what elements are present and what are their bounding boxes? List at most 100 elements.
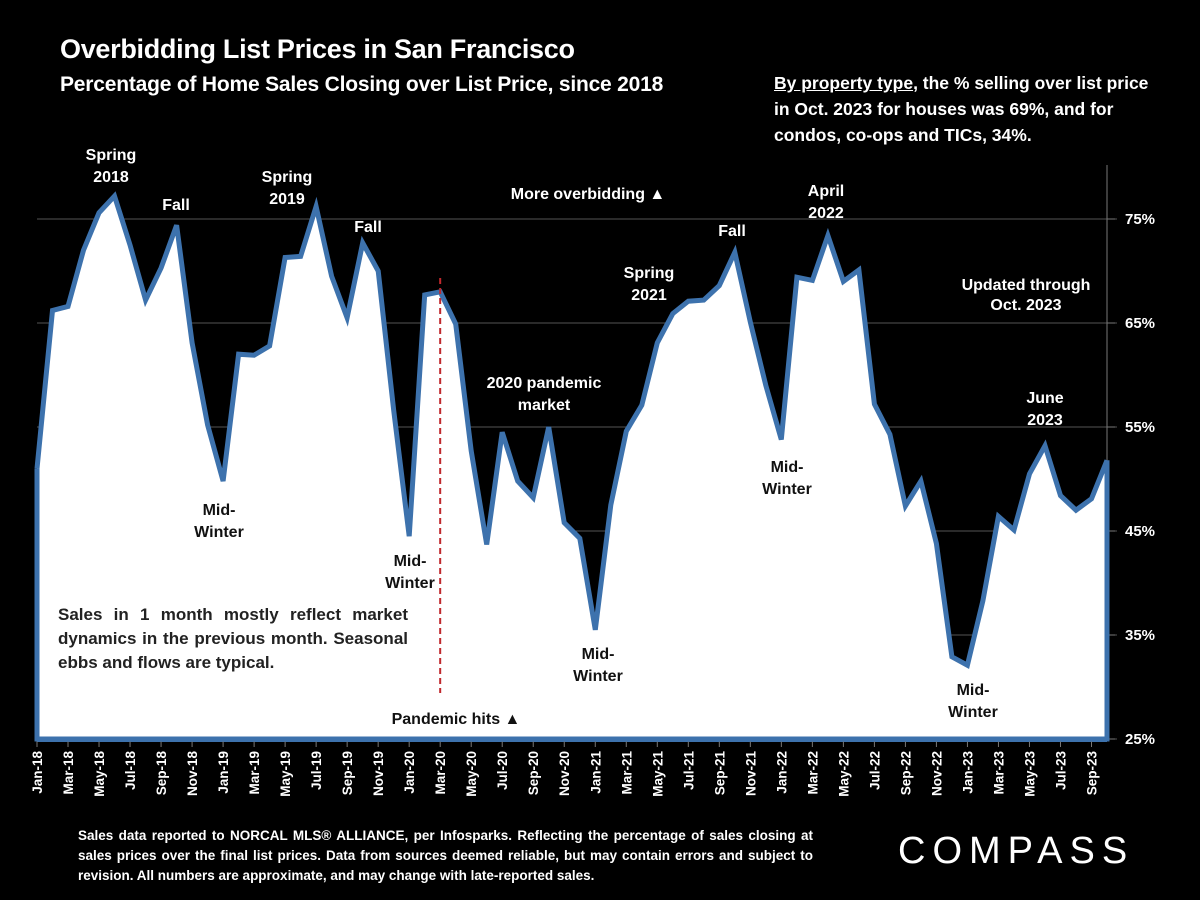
x-tick-label: Jan-23 <box>960 751 975 794</box>
area-fill <box>37 196 1107 740</box>
property-type-note-text: , the % selling over list price in Oct. … <box>774 73 1149 145</box>
annotation-label: Mid- Winter <box>194 502 244 541</box>
annotation-label: Mid- Winter <box>573 646 623 685</box>
annotation-line: Updated through <box>962 277 1091 294</box>
x-tick-label: Jul-21 <box>681 751 696 791</box>
annotation-label: Mid- Winter <box>385 553 435 592</box>
x-tick-label: May-23 <box>1022 751 1037 797</box>
series-line <box>34 191 1110 669</box>
annotation-label: Mid- Winter <box>948 682 998 721</box>
seasonal-note: Sales in 1 month mostly reflect market d… <box>58 605 408 672</box>
y-tick-label: 45% <box>1125 523 1155 540</box>
y-axis: 25% 35% 45% 55% 65% 75% <box>1106 165 1155 748</box>
property-type-note: By property type, the % selling over lis… <box>774 70 1154 148</box>
annotation-label: More overbidding ▲ <box>511 186 666 203</box>
annotation-line: Spring <box>86 147 137 164</box>
annotation-line: June <box>1026 390 1063 407</box>
x-tick-label: May-19 <box>278 751 293 797</box>
x-tick-label: Jan-18 <box>30 751 45 794</box>
y-tick-label: 75% <box>1125 211 1155 228</box>
annotation-line: Mid- <box>582 646 615 663</box>
x-tick-label: Mar-19 <box>247 751 262 795</box>
annotation-label: Updated through Oct. 2023 <box>962 277 1091 314</box>
x-tick-label: Jul-18 <box>123 751 138 791</box>
x-tick-label: Mar-18 <box>61 751 76 795</box>
annotation-line: Winter <box>762 481 812 498</box>
x-tick-label: Jul-20 <box>495 751 510 790</box>
annotation-label: Spring 2018 <box>86 147 137 186</box>
annotation-line: Fall <box>162 197 190 214</box>
y-tick-label: 65% <box>1125 315 1155 332</box>
data-points <box>36 196 1108 666</box>
annotation-line: Mid- <box>771 459 804 476</box>
annotation-line: Fall <box>718 223 746 240</box>
annotation-line: 2018 <box>93 169 129 186</box>
x-tick-label: Sep-22 <box>898 751 913 795</box>
y-tick-label: 35% <box>1125 627 1155 644</box>
x-tick-label: Jul-23 <box>1053 751 1068 791</box>
x-tick-label: Sep-19 <box>340 751 355 795</box>
annotation-label: 2020 pandemic market <box>487 375 602 414</box>
annotation-label: Fall <box>354 219 382 236</box>
x-tick-label: Nov-19 <box>371 751 386 796</box>
annotation-label: Spring 2021 <box>624 265 675 304</box>
x-tick-label: Jan-21 <box>588 751 603 794</box>
annotation-line: More overbidding ▲ <box>511 186 666 203</box>
x-tick-label: Sep-18 <box>154 751 169 796</box>
x-tick-label: Nov-20 <box>557 751 572 796</box>
x-tick-label: Jan-19 <box>216 751 231 794</box>
annotation-label: Fall <box>718 223 746 240</box>
x-tick-label: May-21 <box>650 751 665 797</box>
chart-subtitle: Percentage of Home Sales Closing over Li… <box>60 73 664 96</box>
x-tick-label: Jan-20 <box>402 751 417 794</box>
annotation-line: Spring <box>624 265 675 282</box>
annotation-label: Spring 2019 <box>262 169 313 208</box>
annotation-line: 2021 <box>631 287 667 304</box>
annotation-line: April <box>808 183 844 200</box>
annotation-line: Spring <box>262 169 313 186</box>
annotation-line: 2020 pandemic <box>487 375 602 392</box>
x-tick-label: Jan-22 <box>774 751 789 794</box>
x-tick-label: Mar-20 <box>433 751 448 795</box>
annotation-line: Fall <box>354 219 382 236</box>
annotation-label: Pandemic hits ▲ <box>392 711 521 728</box>
annotations: Spring 2018 Fall Mid- Winter Spring 2019 Fall Mi… <box>86 147 1091 728</box>
annotation-line: Winter <box>385 575 435 592</box>
source-footnote: Sales data reported to NORCAL MLS® ALLIA… <box>78 828 813 883</box>
annotation-line: 2022 <box>808 205 844 222</box>
annotation-line: market <box>518 397 571 414</box>
area-outline <box>34 460 1110 742</box>
x-tick-label: May-22 <box>836 751 851 797</box>
annotation-label: Fall <box>162 197 190 214</box>
annotation-line: 2023 <box>1027 412 1063 429</box>
annotation-label: June 2023 <box>1026 390 1063 429</box>
annotation-line: Mid- <box>957 682 990 699</box>
x-tick-label: Nov-21 <box>743 751 758 797</box>
x-tick-label: Nov-18 <box>185 751 200 797</box>
annotation-line: Winter <box>194 524 244 541</box>
annotation-line: Pandemic hits ▲ <box>392 711 521 728</box>
x-tick-label: May-18 <box>92 751 107 797</box>
compass-logo: COMPASS <box>898 830 1135 872</box>
y-tick-label: 25% <box>1125 731 1155 748</box>
annotation-line: 2019 <box>269 191 305 208</box>
x-tick-label: Jul-22 <box>867 751 882 790</box>
annotation-line: Winter <box>948 704 998 721</box>
x-tick-label: Mar-23 <box>991 751 1006 795</box>
x-tick-label: Sep-23 <box>1084 751 1099 796</box>
annotation-line: Mid- <box>203 502 236 519</box>
x-tick-label: Mar-22 <box>805 751 820 795</box>
x-tick-label: May-20 <box>464 751 479 797</box>
x-tick-label: Nov-22 <box>929 751 944 796</box>
annotation-line: Mid- <box>394 553 427 570</box>
annotation-line: Winter <box>573 668 623 685</box>
x-tick-label: Sep-20 <box>526 751 541 795</box>
annotation-label: Mid- Winter <box>762 459 812 498</box>
x-tick-label: Jul-19 <box>309 751 324 790</box>
annotation-line: Oct. 2023 <box>990 297 1061 314</box>
annotation-label: April 2022 <box>808 183 844 222</box>
x-tick-label: Sep-21 <box>712 751 727 796</box>
x-axis: Jan-18 Mar-18 May-18 Jul-18 Sep-18 Nov-18 Jan-… <box>30 740 1107 797</box>
y-tick-label: 55% <box>1125 419 1155 436</box>
